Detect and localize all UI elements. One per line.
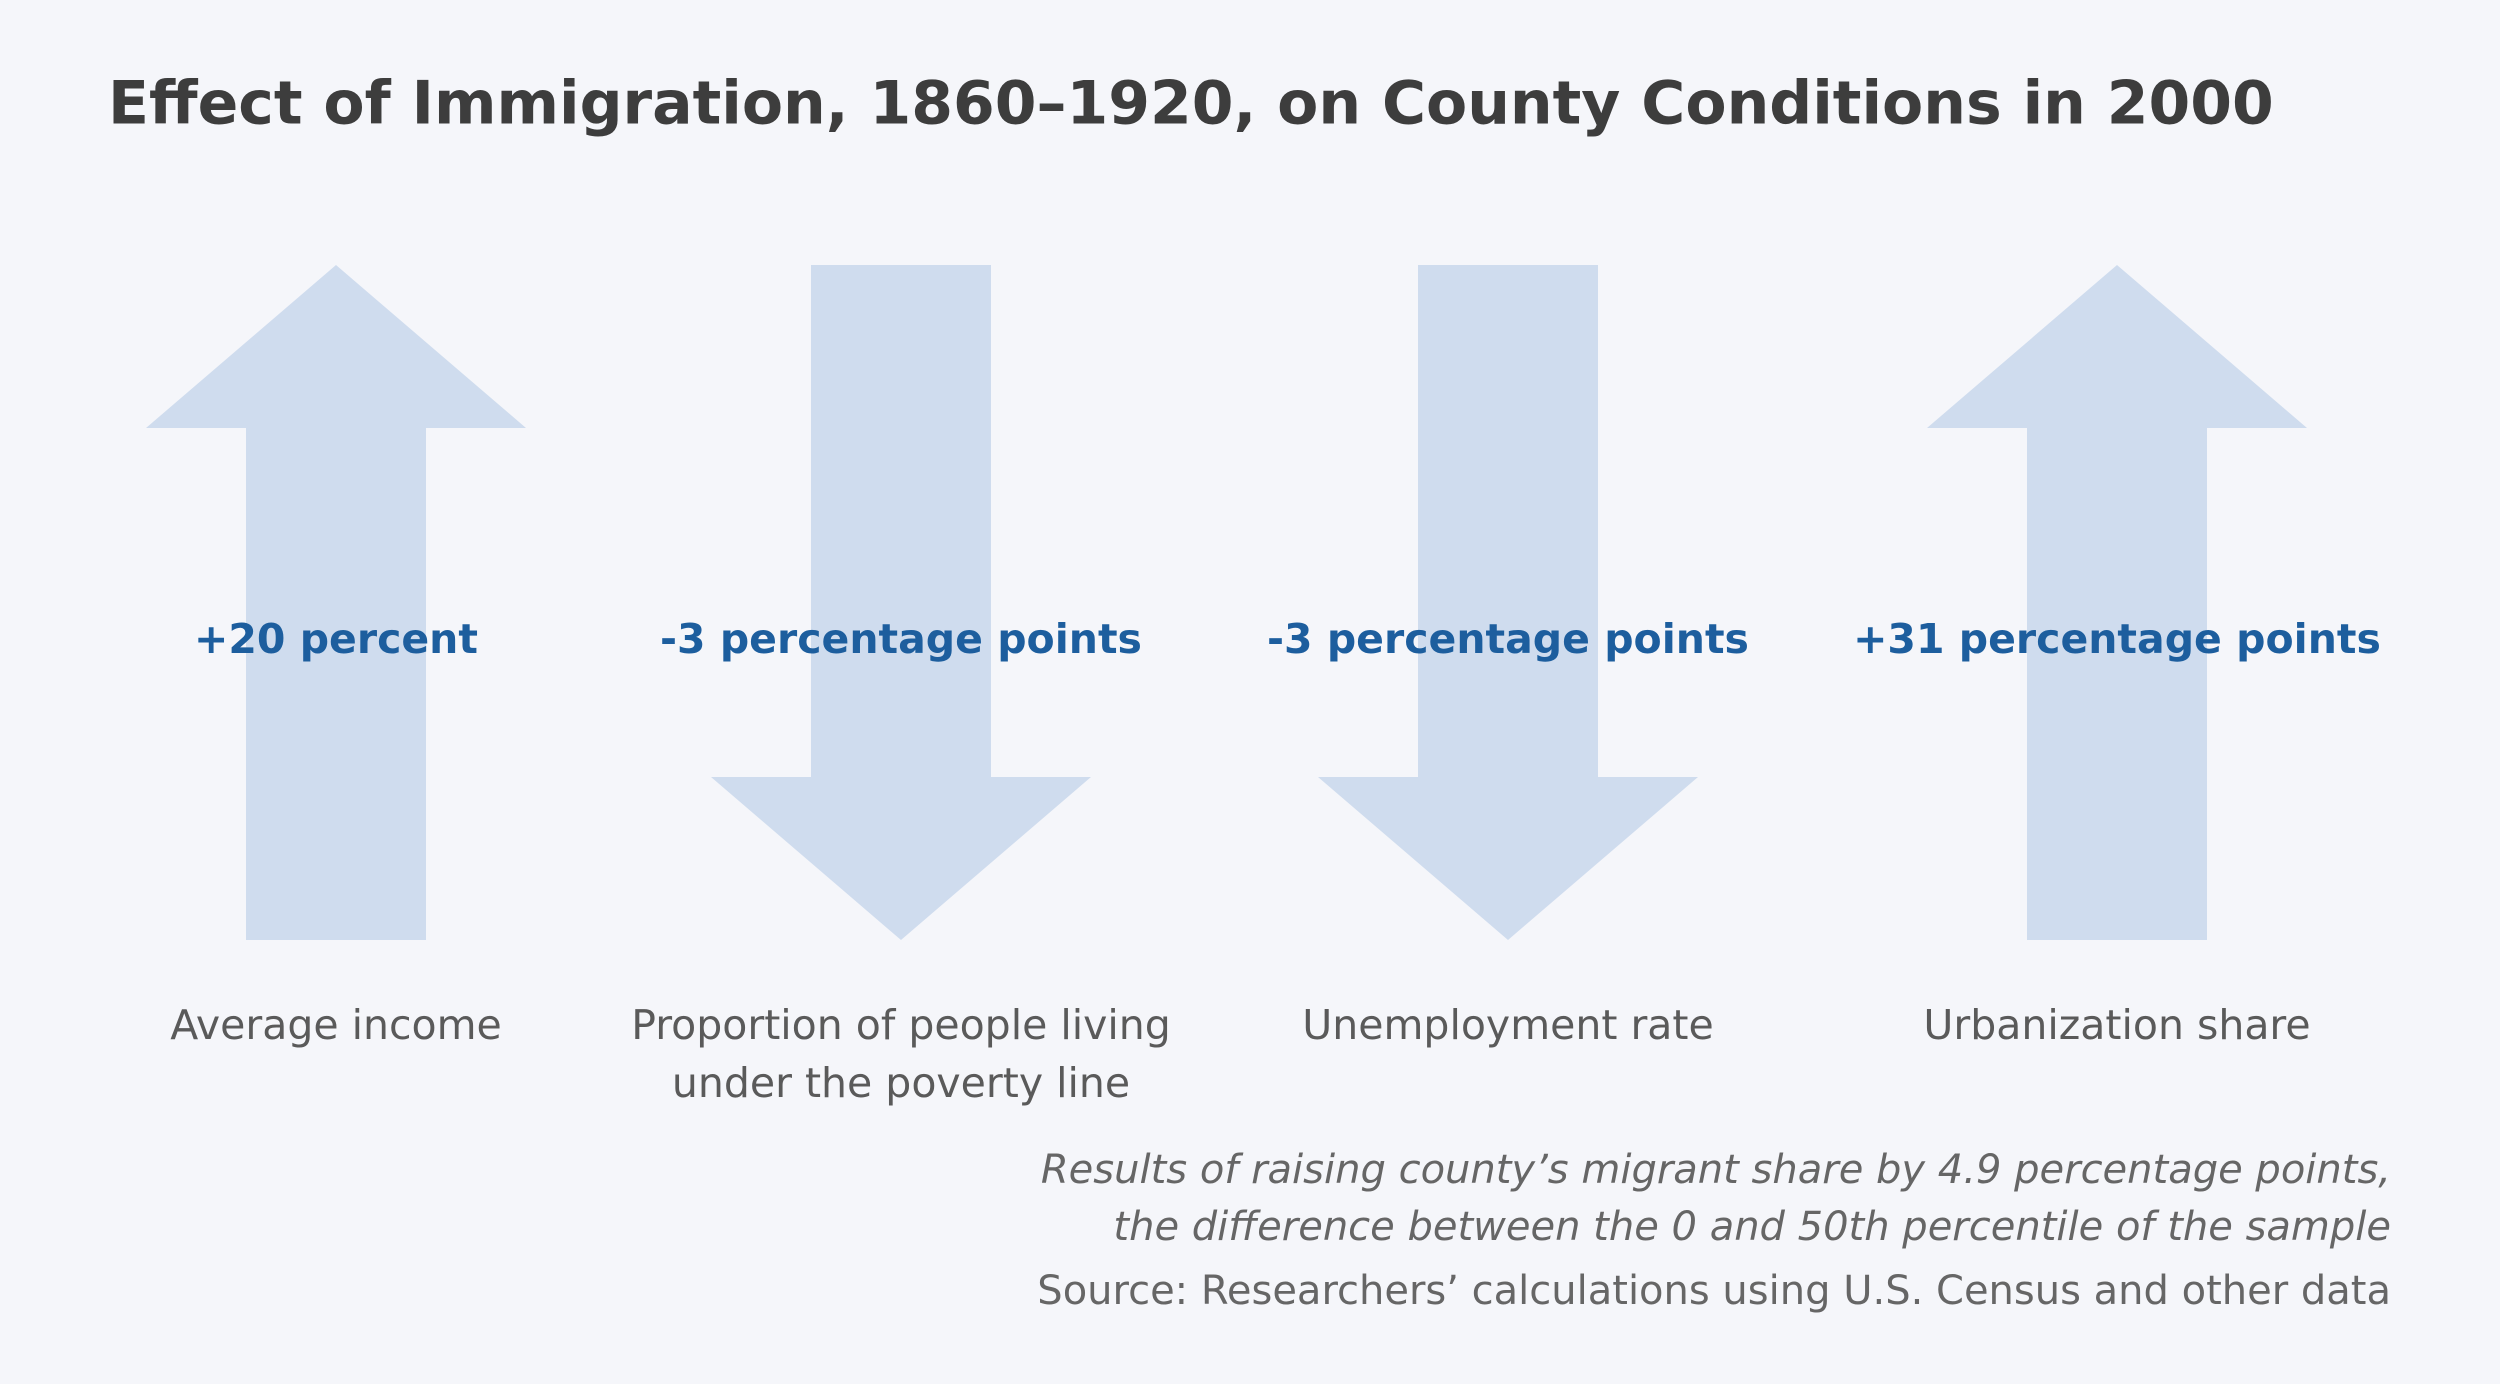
category-label: Proportion of people living <box>631 1001 1171 1049</box>
items: +20 percent Average income -3 percentage p… <box>146 265 2381 1107</box>
note-line: Results of raising county’s migrant shar… <box>1041 1147 2391 1193</box>
category-label: under the poverty line <box>672 1059 1130 1107</box>
arrow <box>1927 265 2307 940</box>
arrow <box>711 265 1091 940</box>
effect-label: +31 percentage points <box>1853 615 2381 663</box>
arrow <box>1318 265 1698 940</box>
effect-label: -3 percentage points <box>660 615 1142 663</box>
category-label: Unemployment rate <box>1302 1001 1713 1049</box>
note-line: the difference between the 0 and 50th pe… <box>1113 1204 2391 1250</box>
category-label: Urbanization share <box>1923 1001 2310 1049</box>
category-label: Average income <box>170 1001 502 1049</box>
effect-label: +20 percent <box>194 615 478 663</box>
effect-label: -3 percentage points <box>1267 615 1749 663</box>
arrow <box>146 265 526 940</box>
title: Effect of Immigration, 1860–1920, on Cou… <box>108 69 2274 139</box>
source: Source: Researchers’ calculations using … <box>1037 1268 2391 1314</box>
